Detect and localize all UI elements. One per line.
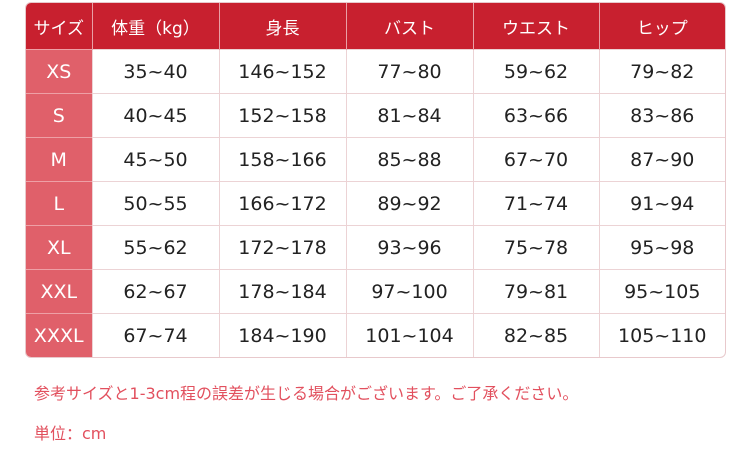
size-cell: L [26,181,93,226]
size-table: サイズ 体重（kg） 身長 バスト ウエスト ヒップ XS 35~40 146~152 77~8… [26,3,725,357]
unit-note: 単位：cm [34,424,107,443]
value-cell: 63~66 [473,93,600,138]
value-cell: 158~166 [219,137,347,182]
size-chart: サイズ 体重（kg） 身長 バスト ウエスト ヒップ XS 35~40 146~152 77~8… [25,2,726,358]
column-header: サイズ [26,3,93,50]
value-cell: 85~88 [346,137,474,182]
value-cell: 97~100 [346,269,474,314]
size-cell: S [26,93,93,138]
size-cell: M [26,137,93,182]
value-cell: 67~70 [473,137,600,182]
value-cell: 75~78 [473,225,600,270]
value-cell: 172~178 [219,225,347,270]
table-row: XXXL 67~74 184~190 101~104 82~85 105~110 [26,313,725,357]
size-cell: XS [26,49,93,94]
table-row: S 40~45 152~158 81~84 63~66 83~86 [26,93,725,138]
column-header: ヒップ [599,3,725,50]
value-cell: 71~74 [473,181,600,226]
value-cell: 91~94 [599,181,725,226]
value-cell: 93~96 [346,225,474,270]
column-header: バスト [346,3,474,50]
size-cell: XXL [26,269,93,314]
value-cell: 178~184 [219,269,347,314]
size-cell: XL [26,225,93,270]
value-cell: 101~104 [346,313,474,357]
value-cell: 45~50 [92,137,220,182]
table-row: XXL 62~67 178~184 97~100 79~81 95~105 [26,269,725,314]
column-header: 体重（kg） [92,3,220,50]
value-cell: 184~190 [219,313,347,357]
value-cell: 67~74 [92,313,220,357]
value-cell: 166~172 [219,181,347,226]
value-cell: 35~40 [92,49,220,94]
value-cell: 50~55 [92,181,220,226]
value-cell: 82~85 [473,313,600,357]
table-row: XL 55~62 172~178 93~96 75~78 95~98 [26,225,725,270]
value-cell: 79~82 [599,49,725,94]
value-cell: 62~67 [92,269,220,314]
value-cell: 146~152 [219,49,347,94]
column-header: ウエスト [473,3,600,50]
value-cell: 83~86 [599,93,725,138]
value-cell: 152~158 [219,93,347,138]
table-row: XS 35~40 146~152 77~80 59~62 79~82 [26,49,725,94]
size-cell: XXXL [26,313,93,357]
header-row: サイズ 体重（kg） 身長 バスト ウエスト ヒップ [26,3,725,50]
tolerance-note: 参考サイズと1-3cm程の誤差が生じる場合がございます。ご了承ください。 [34,384,579,403]
column-header: 身長 [219,3,347,50]
value-cell: 95~98 [599,225,725,270]
value-cell: 59~62 [473,49,600,94]
value-cell: 105~110 [599,313,725,357]
table-row: M 45~50 158~166 85~88 67~70 87~90 [26,137,725,182]
value-cell: 77~80 [346,49,474,94]
value-cell: 87~90 [599,137,725,182]
value-cell: 81~84 [346,93,474,138]
value-cell: 89~92 [346,181,474,226]
table-row: L 50~55 166~172 89~92 71~74 91~94 [26,181,725,226]
value-cell: 40~45 [92,93,220,138]
value-cell: 55~62 [92,225,220,270]
value-cell: 79~81 [473,269,600,314]
value-cell: 95~105 [599,269,725,314]
